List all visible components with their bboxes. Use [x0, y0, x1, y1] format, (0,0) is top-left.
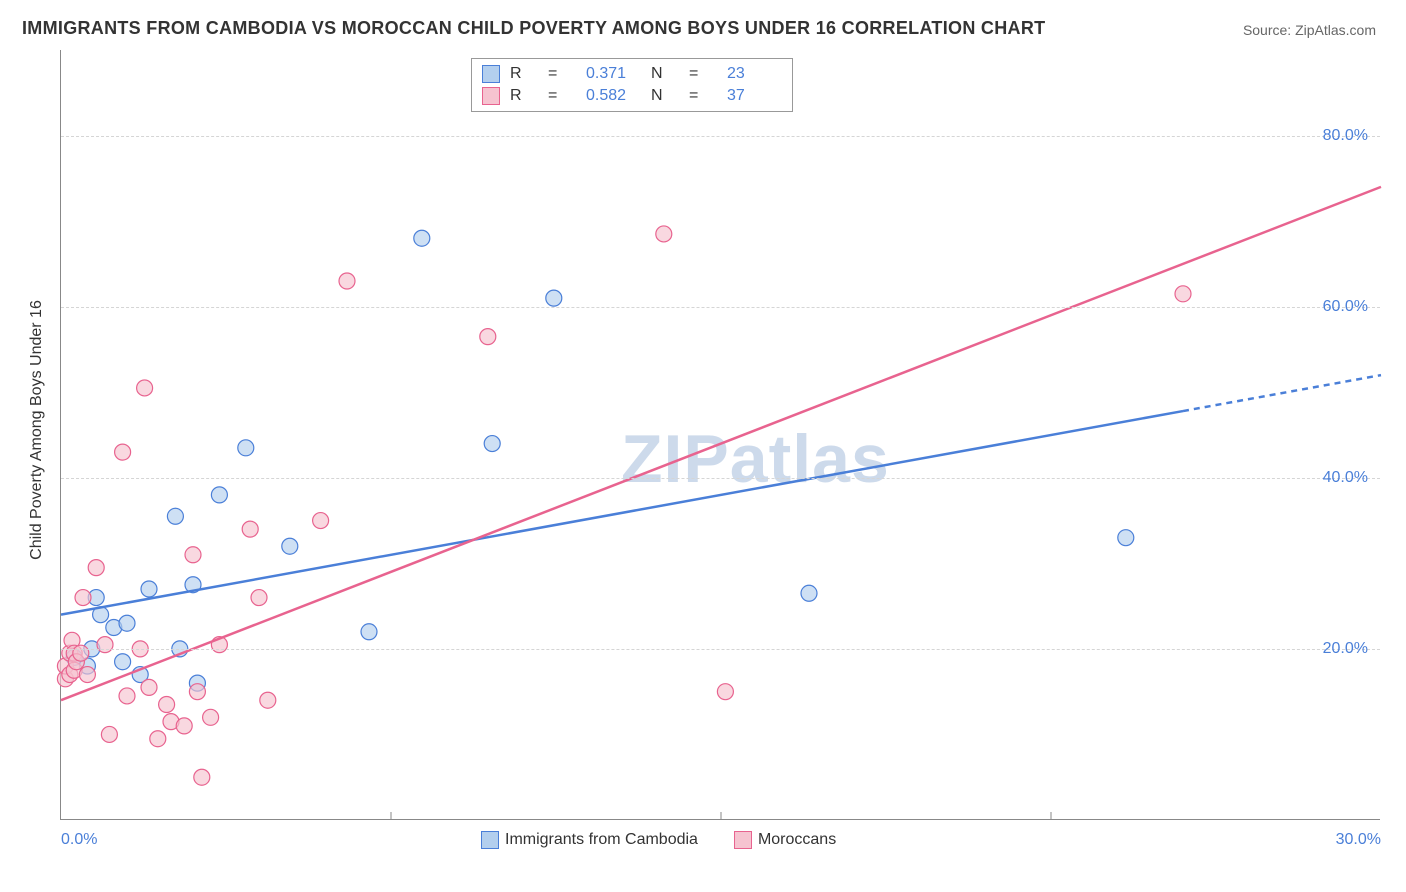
- legend-top-row-0: R = 0.371 N = 23: [482, 63, 782, 85]
- grid-line-h: [61, 136, 1380, 137]
- legend-bottom-swatch-0: [481, 831, 499, 849]
- grid-line-h: [61, 307, 1380, 308]
- legend-bottom-item-1: Moroccans: [734, 831, 836, 849]
- legend-top-box: R = 0.371 N = 23 R = 0.582 N = 37: [471, 58, 793, 112]
- n-label: N: [651, 65, 679, 83]
- r-value-1: 0.582: [586, 87, 641, 105]
- n-label-b: N: [651, 87, 679, 105]
- grid-line-h: [61, 478, 1380, 479]
- scatter-plot-svg: [61, 50, 1380, 819]
- r-value-0: 0.371: [586, 65, 641, 83]
- legend-swatch-1: [482, 87, 500, 105]
- eq-label: =: [548, 65, 576, 83]
- legend-swatch-0: [482, 65, 500, 83]
- legend-bottom-label-0: Immigrants from Cambodia: [505, 831, 698, 849]
- n-value-0: 23: [727, 65, 782, 83]
- legend-bottom: Immigrants from Cambodia Moroccans: [481, 831, 836, 849]
- y-tick-label: 40.0%: [1323, 469, 1368, 487]
- y-tick-label: 20.0%: [1323, 640, 1368, 658]
- y-tick-label: 60.0%: [1323, 298, 1368, 316]
- x-tick-label: 30.0%: [1336, 831, 1381, 849]
- legend-bottom-swatch-1: [734, 831, 752, 849]
- source-label: Source: ZipAtlas.com: [1243, 22, 1376, 38]
- legend-bottom-label-1: Moroccans: [758, 831, 836, 849]
- y-tick-label: 80.0%: [1323, 127, 1368, 145]
- y-axis-title: Child Poverty Among Boys Under 16: [28, 300, 46, 560]
- r-label: R: [510, 65, 538, 83]
- x-tick-label: 0.0%: [61, 831, 97, 849]
- legend-bottom-item-0: Immigrants from Cambodia: [481, 831, 698, 849]
- legend-top-row-1: R = 0.582 N = 37: [482, 85, 782, 107]
- grid-line-h: [61, 649, 1380, 650]
- eq-label-b: =: [548, 87, 576, 105]
- chart-area: ZIPatlas R = 0.371 N = 23 R = 0.582 N = …: [60, 50, 1380, 820]
- n-value-1: 37: [727, 87, 782, 105]
- r-label-b: R: [510, 87, 538, 105]
- chart-title: IMMIGRANTS FROM CAMBODIA VS MOROCCAN CHI…: [22, 18, 1045, 39]
- eq-label-2: =: [689, 65, 717, 83]
- eq-label-b2: =: [689, 87, 717, 105]
